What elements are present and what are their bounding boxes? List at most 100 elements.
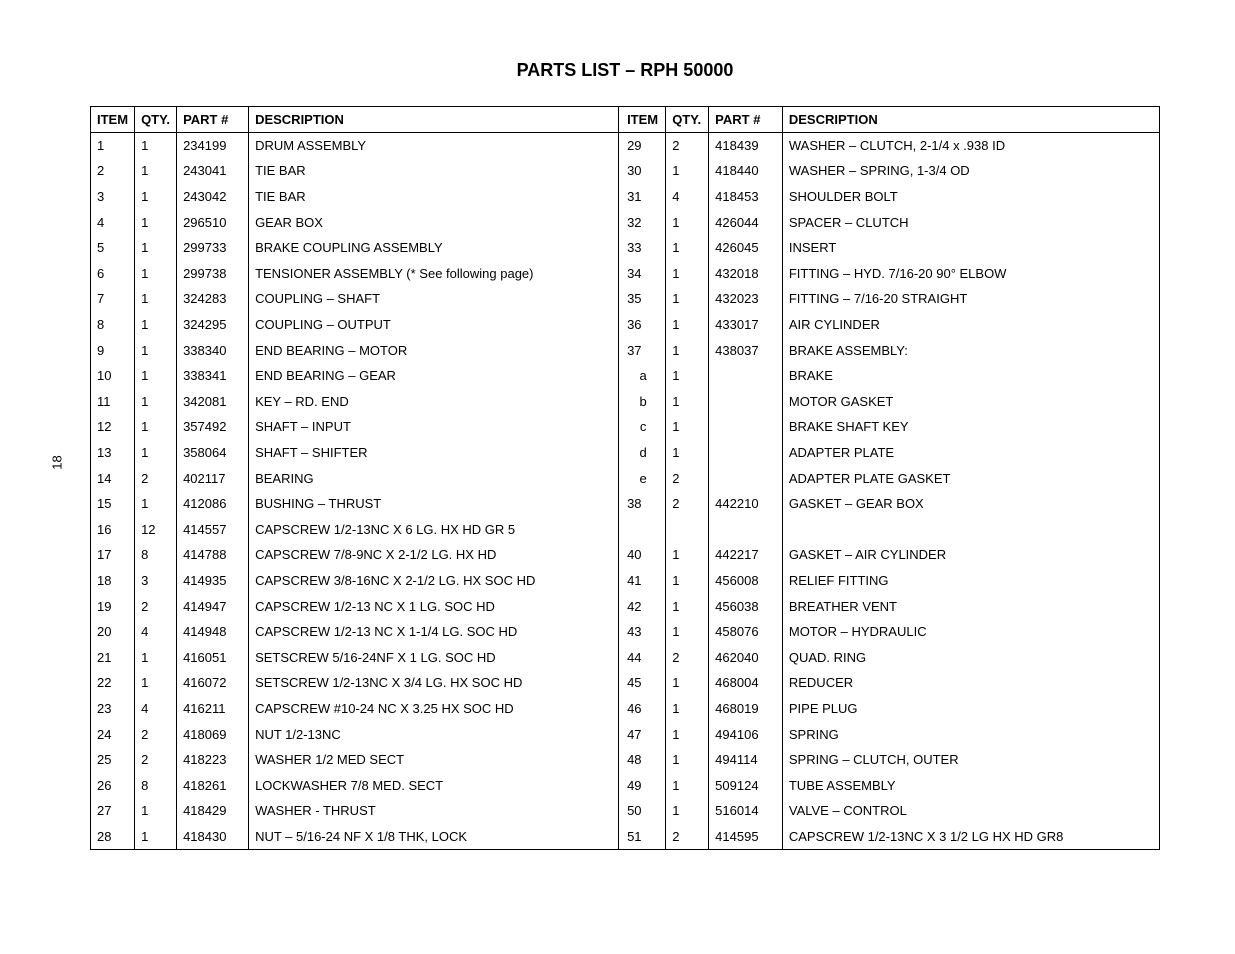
cell-qty: 1 — [135, 184, 177, 210]
cell-qty: 2 — [135, 465, 177, 491]
page-content: PARTS LIST – RPH 50000 ITEM QTY. PART # … — [0, 0, 1235, 890]
cell-part — [709, 414, 783, 440]
cell-part: 299733 — [177, 235, 249, 261]
table-row: 192414947CAPSCREW 1/2-13 NC X 1 LG. SOC … — [91, 593, 619, 619]
table-row: 491509124TUBE ASSEMBLY — [619, 772, 1159, 798]
table-row: 183414935CAPSCREW 3/8-16NC X 2-1/2 LG. H… — [91, 568, 619, 594]
cell-description: SETSCREW 5/16-24NF X 1 LG. SOC HD — [249, 644, 619, 670]
page-title: PARTS LIST – RPH 50000 — [90, 60, 1160, 81]
cell-item: 20 — [91, 619, 135, 645]
cell-description: BUSHING – THRUST — [249, 491, 619, 517]
table-row: 471494106SPRING — [619, 721, 1159, 747]
cell-part — [709, 440, 783, 466]
cell-item: d — [619, 440, 666, 466]
cell-description: FITTING – HYD. 7/16-20 90° ELBOW — [782, 261, 1159, 287]
cell-qty: 3 — [135, 568, 177, 594]
cell-description: SHAFT – INPUT — [249, 414, 619, 440]
table-row: 382442210GASKET – GEAR BOX — [619, 491, 1159, 517]
cell-item: 38 — [619, 491, 666, 517]
cell-qty: 1 — [666, 261, 709, 287]
table-row: 242418069NUT 1/2-13NC — [91, 721, 619, 747]
cell-description: BRAKE — [782, 363, 1159, 389]
cell-qty: 1 — [666, 209, 709, 235]
cell-qty: 2 — [666, 491, 709, 517]
cell-description: END BEARING – MOTOR — [249, 337, 619, 363]
table-row: 31243042TIE BAR — [91, 184, 619, 210]
table-row: 234416211CAPSCREW #10-24 NC X 3.25 HX SO… — [91, 696, 619, 722]
cell-qty: 1 — [666, 158, 709, 184]
table-row: 401442217GASKET – AIR CYLINDER — [619, 542, 1159, 568]
header-desc: DESCRIPTION — [249, 107, 619, 133]
cell-description: SPRING – CLUTCH, OUTER — [782, 747, 1159, 773]
cell-item: 13 — [91, 440, 135, 466]
cell-item: 41 — [619, 568, 666, 594]
parts-tables-container: ITEM QTY. PART # DESCRIPTION 11234199DRU… — [90, 106, 1160, 850]
table-row: 51299733BRAKE COUPLING ASSEMBLY — [91, 235, 619, 261]
cell-part: 234199 — [177, 133, 249, 159]
table-row: 501516014VALVE – CONTROL — [619, 798, 1159, 824]
cell-qty: 1 — [135, 491, 177, 517]
cell-part: 418223 — [177, 747, 249, 773]
table-row: 271418429WASHER - THRUST — [91, 798, 619, 824]
cell-description: VALVE – CONTROL — [782, 798, 1159, 824]
cell-description: CAPSCREW 3/8-16NC X 2-1/2 LG. HX SOC HD — [249, 568, 619, 594]
cell-description: INSERT — [782, 235, 1159, 261]
cell-item: 3 — [91, 184, 135, 210]
cell-part: 342081 — [177, 389, 249, 415]
cell-qty: 1 — [135, 209, 177, 235]
cell-part: 494114 — [709, 747, 783, 773]
cell-qty: 1 — [135, 670, 177, 696]
cell-part: 418261 — [177, 772, 249, 798]
cell-qty: 1 — [135, 824, 177, 850]
cell-description: WASHER – SPRING, 1-3/4 OD — [782, 158, 1159, 184]
table-row: b1MOTOR GASKET — [619, 389, 1159, 415]
table-row: 21243041TIE BAR — [91, 158, 619, 184]
header-part: PART # — [709, 107, 783, 133]
cell-description: BREATHER VENT — [782, 593, 1159, 619]
cell-item: 28 — [91, 824, 135, 850]
table-row: 301418440WASHER – SPRING, 1-3/4 OD — [619, 158, 1159, 184]
cell-qty: 1 — [666, 696, 709, 722]
cell-item: 23 — [91, 696, 135, 722]
cell-qty: 1 — [666, 440, 709, 466]
cell-description: CAPSCREW 1/2-13 NC X 1 LG. SOC HD — [249, 593, 619, 619]
cell-qty: 4 — [666, 184, 709, 210]
table-row: 461468019PIPE PLUG — [619, 696, 1159, 722]
cell-part: 418429 — [177, 798, 249, 824]
cell-qty: 1 — [666, 670, 709, 696]
cell-qty: 1 — [135, 312, 177, 338]
cell-qty: 1 — [135, 158, 177, 184]
cell-part: 358064 — [177, 440, 249, 466]
cell-part: 442210 — [709, 491, 783, 517]
cell-part: 414788 — [177, 542, 249, 568]
table-row: a1BRAKE — [619, 363, 1159, 389]
cell-qty: 1 — [666, 772, 709, 798]
table-row: 281418430NUT – 5/16-24 NF X 1/8 THK, LOC… — [91, 824, 619, 850]
table-row: 351432023FITTING – 7/16-20 STRAIGHT — [619, 286, 1159, 312]
table-row: 481494114SPRING – CLUTCH, OUTER — [619, 747, 1159, 773]
cell-qty: 1 — [135, 286, 177, 312]
cell-qty: 2 — [666, 644, 709, 670]
cell-item: 29 — [619, 133, 666, 159]
cell-description: CAPSCREW 1/2-13NC X 3 1/2 LG HX HD GR8 — [782, 824, 1159, 850]
cell-description: PIPE PLUG — [782, 696, 1159, 722]
cell-part: 516014 — [709, 798, 783, 824]
cell-description: ADAPTER PLATE — [782, 440, 1159, 466]
cell-item: 7 — [91, 286, 135, 312]
cell-qty: 12 — [135, 517, 177, 543]
cell-item: 2 — [91, 158, 135, 184]
cell-part: 468004 — [709, 670, 783, 696]
cell-part: 416051 — [177, 644, 249, 670]
cell-qty: 1 — [135, 235, 177, 261]
cell-description: GASKET – GEAR BOX — [782, 491, 1159, 517]
cell-description: SETSCREW 1/2-13NC X 3/4 LG. HX SOC HD — [249, 670, 619, 696]
cell-part: 414595 — [709, 824, 783, 850]
cell-part: 509124 — [709, 772, 783, 798]
cell-part: 418453 — [709, 184, 783, 210]
cell-description: AIR CYLINDER — [782, 312, 1159, 338]
cell-description: BRAKE COUPLING ASSEMBLY — [249, 235, 619, 261]
cell-item: 11 — [91, 389, 135, 415]
table-row: 41296510GEAR BOX — [91, 209, 619, 235]
cell-qty: 2 — [135, 721, 177, 747]
cell-part: 433017 — [709, 312, 783, 338]
